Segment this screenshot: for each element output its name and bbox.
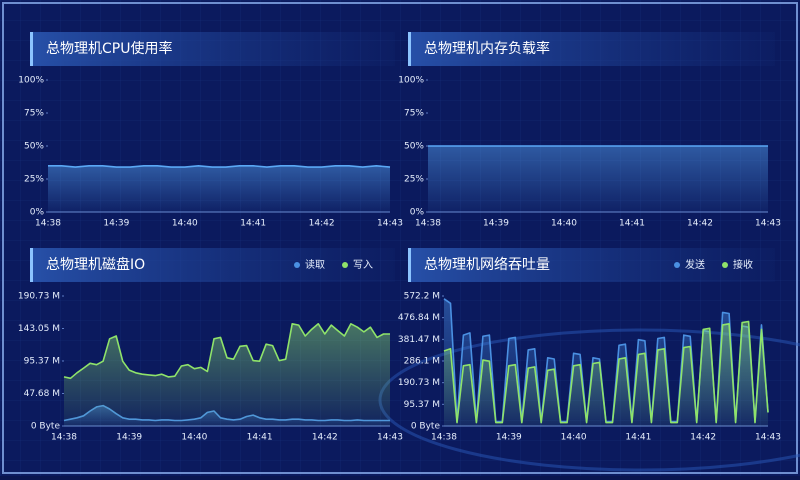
panel-title-accent [408, 32, 411, 66]
legend-swatch [674, 262, 680, 268]
y-tick-label: 190.73 M [398, 378, 440, 388]
y-tick-label: 0% [30, 208, 45, 218]
y-tick-label: 381.47 M [398, 335, 440, 345]
y-tick-label: 143.05 M [18, 324, 60, 334]
y-tick-label: 50% [404, 142, 424, 152]
x-tick-label: 14:38 [415, 219, 441, 229]
y-tick-label: 95.37 M [404, 400, 440, 410]
legend-swatch [722, 262, 728, 268]
series-line [48, 165, 391, 168]
x-tick-label: 14:38 [35, 219, 61, 229]
y-tick-label: 100% [398, 76, 424, 86]
x-tick-label: 14:40 [181, 433, 207, 443]
panel-title: 总物理机磁盘IO [46, 256, 145, 273]
x-tick-label: 14:38 [431, 433, 457, 443]
y-tick-label: 572.2 M [404, 292, 440, 302]
y-tick-label: 0 Byte [31, 422, 61, 432]
x-tick-label: 14:41 [247, 433, 273, 443]
y-tick-label: 0 Byte [411, 422, 441, 432]
x-tick-label: 14:42 [312, 433, 338, 443]
panel-title-bar [30, 248, 395, 282]
legend-label: 发送 [685, 258, 705, 271]
y-tick-label: 25% [404, 175, 424, 185]
series-line [63, 323, 390, 380]
panel-title-accent [30, 248, 33, 282]
x-tick-label: 14:39 [483, 219, 509, 229]
y-tick-label: 25% [24, 175, 44, 185]
x-tick-label: 14:43 [755, 219, 781, 229]
frame [2, 2, 798, 474]
x-tick-label: 14:42 [690, 433, 716, 443]
x-tick-label: 14:39 [116, 433, 142, 443]
y-tick-label: 75% [404, 109, 424, 119]
legend-label: 接收 [733, 258, 753, 271]
y-tick-label: 286.1 M [404, 357, 440, 367]
panel-title: 总物理机内存负载率 [424, 40, 550, 57]
y-tick-label: 50% [24, 142, 44, 152]
series-area [48, 165, 390, 212]
legend-swatch [342, 262, 348, 268]
y-tick-label: 100% [18, 76, 44, 86]
series-area [64, 323, 390, 426]
x-tick-label: 14:43 [755, 433, 781, 443]
series-line [443, 320, 769, 424]
y-tick-label: 0% [410, 208, 425, 218]
x-tick-label: 14:41 [619, 219, 645, 229]
panel-title: 总物理机CPU使用率 [46, 40, 172, 57]
panel-title-bar [30, 32, 395, 66]
y-tick-label: 476.84 M [398, 313, 440, 323]
legend-swatch [294, 262, 300, 268]
x-tick-label: 14:42 [309, 219, 335, 229]
y-tick-label: 190.73 M [18, 292, 60, 302]
panel-title-accent [408, 248, 411, 282]
x-tick-label: 14:43 [377, 433, 403, 443]
legend-label: 读取 [305, 258, 325, 271]
legend-label: 写入 [353, 259, 373, 271]
y-tick-label: 47.68 M [24, 389, 60, 399]
series-area [428, 146, 768, 212]
x-tick-label: 14:43 [377, 219, 403, 229]
x-tick-label: 14:39 [496, 433, 522, 443]
panel-title-bar [408, 32, 775, 66]
x-tick-label: 14:40 [561, 433, 587, 443]
x-tick-label: 14:39 [103, 219, 129, 229]
x-tick-label: 14:40 [172, 219, 198, 229]
x-tick-label: 14:41 [625, 433, 651, 443]
x-tick-label: 14:38 [51, 433, 77, 443]
x-tick-label: 14:40 [551, 219, 577, 229]
panel-title: 总物理机网络吞吐量 [424, 257, 550, 273]
x-tick-label: 14:42 [687, 219, 713, 229]
x-tick-label: 14:41 [240, 219, 266, 229]
panel-title-accent [30, 32, 33, 66]
panel-title-bar [408, 248, 775, 282]
y-tick-label: 75% [24, 109, 44, 119]
y-tick-label: 95.37 M [24, 356, 60, 366]
